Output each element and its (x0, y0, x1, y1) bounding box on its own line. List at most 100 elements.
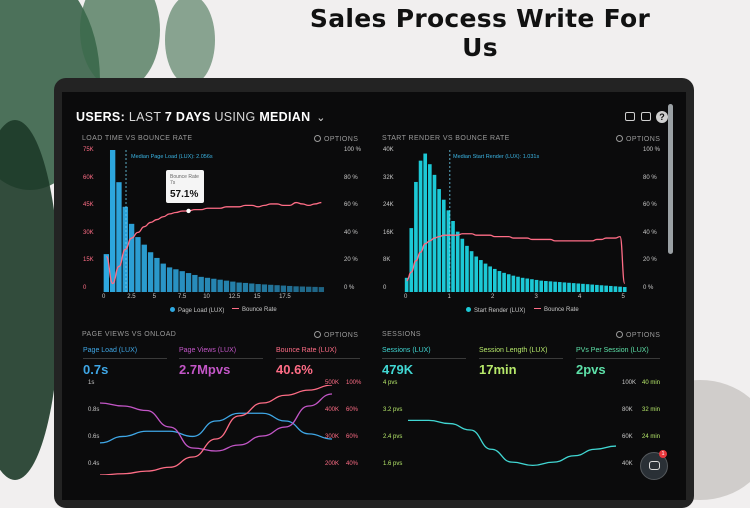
histogram-bar (147, 252, 154, 292)
monitor-icon[interactable] (625, 112, 635, 121)
axis-tick: 60% (346, 434, 359, 440)
legend-bounce-rate-2[interactable]: Bounce Rate (534, 307, 579, 313)
histogram-bar (211, 278, 217, 292)
options-button-page-views[interactable]: OPTIONS (314, 331, 358, 339)
metric-divider (276, 358, 360, 359)
histogram-bar (590, 284, 595, 292)
axis-tick: 80 % (643, 174, 657, 181)
histogram-bar (488, 266, 492, 292)
axis-tick: 0 % (643, 285, 654, 291)
histogram-bar (409, 228, 414, 292)
help-icon[interactable]: ? (656, 111, 668, 123)
axis-tick: 80K (622, 407, 633, 413)
axis-tick: 60 % (344, 202, 358, 209)
histogram-bar (530, 279, 534, 292)
histogram-bar (293, 286, 299, 292)
histogram-bar (192, 274, 198, 292)
axis-tick: 45K (83, 202, 94, 209)
panel-title-start-render: START RENDER VS BOUNCE RATE (382, 135, 510, 142)
axis-tick: 3 (534, 294, 538, 300)
axis-tick: 200K (325, 461, 340, 467)
histogram-bar (576, 283, 581, 292)
histogram-bar (455, 231, 460, 292)
options-button-load-time[interactable]: OPTIONS (314, 135, 358, 143)
tooltip-label: Bounce Rate (170, 174, 199, 180)
axis-tick: 1.6 pvs (383, 461, 403, 467)
metric-label: Page Views (LUX) (179, 347, 237, 354)
histogram-bar (160, 263, 166, 292)
axis-tick: 10 (203, 294, 210, 300)
histogram-bar (525, 278, 530, 292)
options-label: OPTIONS (626, 136, 661, 143)
metric-value: 479K (382, 362, 414, 377)
chat-button[interactable] (640, 452, 668, 480)
histogram-bar (299, 286, 306, 292)
axis-tick: 24 min (642, 434, 661, 440)
start-render-chart[interactable] (402, 150, 634, 292)
histogram-bar (539, 280, 544, 292)
axis-tick: 2.4 pvs (383, 434, 403, 440)
tooltip-value: 57.1% (170, 189, 199, 200)
page-views-chart[interactable] (100, 385, 332, 475)
image-icon[interactable] (641, 112, 651, 121)
axis-tick: 12.5 (228, 294, 241, 300)
histogram-bar (465, 245, 469, 292)
histogram-bar (544, 280, 548, 292)
histogram-bar (261, 284, 268, 292)
histogram-bar (109, 150, 116, 292)
histogram-bar (404, 277, 409, 292)
axis-tick: 40 min (642, 380, 661, 386)
histogram-bar (274, 285, 280, 292)
axis-tick: 500K (325, 380, 340, 386)
scrollbar[interactable] (668, 104, 673, 254)
dashboard-title[interactable]: USERS: LAST 7 DAYS USING MEDIAN ⌄ (76, 110, 326, 124)
legend-bounce-rate[interactable]: Bounce Rate (232, 307, 277, 313)
axis-tick: 40 % (643, 229, 657, 236)
axis-tick: 60K (83, 174, 94, 181)
histogram-bar (280, 285, 287, 292)
axis-tick: 40% (346, 461, 359, 467)
metric-divider (479, 358, 563, 359)
histogram-bar (116, 182, 122, 292)
axis-tick: 30K (83, 229, 94, 236)
histogram-bar (217, 279, 223, 292)
title-metric: MEDIAN (259, 110, 311, 124)
sessions-chart[interactable] (408, 385, 616, 475)
chevron-down-icon[interactable]: ⌄ (316, 112, 326, 124)
axis-tick: 0.4s (88, 461, 100, 467)
axis-tick: 100 % (344, 147, 362, 153)
histogram-bar (128, 223, 135, 292)
axis-tick: 16K (383, 229, 394, 236)
legend-start-render[interactable]: Start Render (LUX) (466, 307, 525, 314)
tooltip-point (186, 208, 191, 214)
axis-tick: 60K (622, 434, 633, 440)
histogram-bar (516, 276, 520, 292)
histogram-bar (581, 283, 585, 292)
series-line (100, 393, 332, 452)
axis-tick: 24K (383, 202, 394, 209)
histogram-bar (520, 277, 525, 292)
gear-icon (616, 135, 623, 142)
histogram-bar (548, 281, 553, 292)
legend-swatch (466, 307, 471, 312)
options-label: OPTIONS (324, 332, 359, 339)
axis-tick: 15K (83, 257, 94, 264)
histogram-bar (173, 269, 179, 292)
axis-tick: 1 (447, 294, 451, 300)
series-line (100, 385, 332, 475)
bounce-rate-line (105, 201, 322, 285)
legend-page-load[interactable]: Page Load (LUX) (170, 307, 224, 314)
histogram-bar (618, 286, 622, 292)
options-button-sessions[interactable]: OPTIONS (616, 331, 660, 339)
load-time-chart[interactable] (100, 150, 334, 292)
axis-tick: 0 % (344, 285, 355, 291)
panel-title-load-time: LOAD TIME VS BOUNCE RATE (82, 135, 193, 142)
options-button-start-render[interactable]: OPTIONS (616, 135, 660, 143)
title-range-strong: 7 DAYS (164, 110, 211, 124)
axis-tick: 1s (88, 380, 95, 386)
histogram-bar (446, 210, 451, 292)
median-annotation-load: Median Page Load (LUX): 2.056s (131, 154, 213, 160)
histogram-bar (585, 284, 590, 292)
histogram-bar (135, 237, 141, 292)
metric-divider (83, 358, 167, 359)
